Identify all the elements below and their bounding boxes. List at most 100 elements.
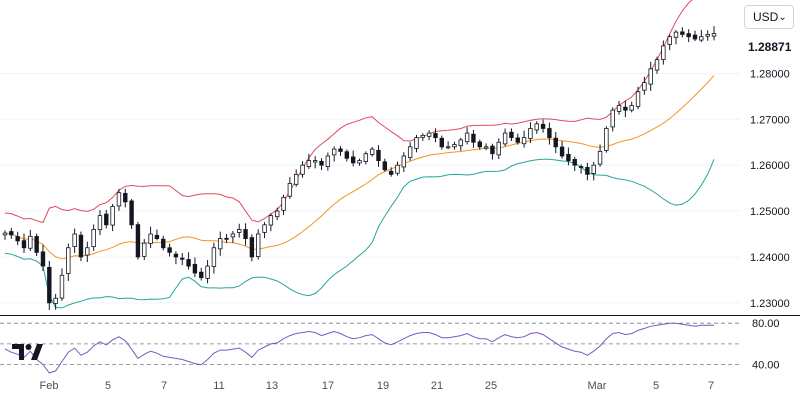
candle bbox=[553, 132, 558, 154]
candle bbox=[338, 146, 343, 156]
time-tick-label: 5 bbox=[653, 380, 659, 392]
currency-selector[interactable]: USD ⌄ bbox=[744, 5, 794, 29]
candle bbox=[559, 141, 565, 159]
candle bbox=[312, 156, 318, 169]
last-price-label: 1.28871 bbox=[748, 40, 792, 54]
price-tick-label: 1.27000 bbox=[750, 114, 790, 126]
candle bbox=[610, 107, 615, 132]
bollinger-bands bbox=[4, 0, 715, 309]
candle bbox=[319, 158, 324, 171]
currency-value: USD bbox=[753, 10, 779, 24]
candle bbox=[376, 145, 381, 167]
candle bbox=[85, 241, 90, 263]
price-gridlines bbox=[0, 72, 740, 304]
time-tick-label: 17 bbox=[322, 380, 334, 392]
candle bbox=[642, 76, 647, 95]
candle bbox=[502, 128, 508, 147]
candle bbox=[78, 231, 84, 262]
time-tick-label: 21 bbox=[431, 380, 443, 392]
candle bbox=[566, 147, 571, 166]
candle bbox=[104, 209, 109, 229]
time-tick-label: 11 bbox=[213, 380, 224, 392]
candle bbox=[350, 150, 356, 167]
candle bbox=[268, 213, 274, 232]
candle bbox=[629, 101, 634, 113]
candle bbox=[110, 203, 115, 232]
candle bbox=[218, 231, 223, 256]
candle bbox=[9, 227, 14, 239]
price-tick-label: 1.25000 bbox=[750, 206, 790, 218]
candle bbox=[382, 158, 388, 172]
candle bbox=[306, 153, 312, 169]
candle bbox=[395, 161, 400, 176]
time-tick-label: 19 bbox=[377, 380, 389, 392]
candle bbox=[135, 221, 141, 260]
candle bbox=[616, 100, 622, 115]
candle bbox=[515, 133, 520, 145]
rsi-tick-label: 80.00 bbox=[752, 318, 780, 330]
candle bbox=[344, 149, 350, 162]
candle bbox=[40, 244, 46, 271]
candle bbox=[528, 122, 533, 143]
candle bbox=[205, 260, 210, 284]
price-tick-label: 1.23000 bbox=[750, 298, 790, 310]
candle bbox=[72, 228, 77, 253]
candle bbox=[123, 188, 128, 208]
candle bbox=[211, 242, 217, 274]
candle bbox=[256, 229, 261, 260]
time-tick-label: 13 bbox=[266, 380, 278, 392]
candle bbox=[59, 268, 65, 301]
candle bbox=[597, 144, 603, 167]
candle bbox=[161, 235, 166, 251]
candle bbox=[667, 34, 672, 51]
upper-band bbox=[4, 0, 693, 224]
candle bbox=[116, 189, 122, 211]
candle bbox=[578, 164, 584, 174]
candle bbox=[275, 207, 280, 221]
candle bbox=[34, 233, 39, 257]
candle bbox=[458, 137, 463, 151]
candle bbox=[224, 233, 229, 244]
candle bbox=[167, 243, 172, 257]
candle bbox=[91, 224, 96, 251]
time-tick-label: 7 bbox=[161, 380, 167, 392]
candle bbox=[699, 29, 704, 43]
candle bbox=[604, 126, 609, 153]
candle bbox=[129, 199, 134, 229]
candle bbox=[2, 230, 8, 240]
candle bbox=[439, 135, 444, 150]
candle bbox=[388, 167, 394, 177]
candle bbox=[407, 142, 413, 161]
candle bbox=[477, 139, 482, 150]
candle bbox=[686, 29, 691, 43]
candle bbox=[66, 243, 71, 281]
candlesticks bbox=[2, 26, 717, 311]
time-tick-label: Feb bbox=[40, 380, 59, 392]
candle bbox=[15, 231, 20, 246]
rsi-tick-label: 40.00 bbox=[752, 360, 780, 372]
price-axis: 1.23000 1.24000 1.25000 1.26000 1.27000 1.280… bbox=[750, 68, 790, 309]
candle bbox=[293, 169, 299, 187]
price-tick-label: 1.26000 bbox=[750, 160, 790, 172]
candle bbox=[585, 162, 590, 181]
candle bbox=[496, 138, 501, 160]
candle bbox=[369, 146, 375, 157]
tradingview-logo-icon bbox=[12, 344, 43, 360]
candle bbox=[483, 143, 489, 151]
candle bbox=[21, 233, 27, 254]
candle bbox=[471, 129, 476, 148]
candle bbox=[654, 56, 660, 74]
candle bbox=[572, 156, 577, 172]
candle bbox=[414, 134, 419, 153]
candle bbox=[623, 100, 628, 118]
candle bbox=[331, 146, 337, 162]
time-tick-label: 25 bbox=[485, 380, 497, 392]
candle bbox=[591, 161, 596, 181]
rsi-line bbox=[4, 322, 714, 374]
candle bbox=[249, 234, 255, 262]
candle bbox=[547, 122, 552, 145]
price-tick-label: 1.24000 bbox=[750, 252, 790, 264]
candle bbox=[148, 226, 153, 249]
candle bbox=[509, 128, 514, 142]
